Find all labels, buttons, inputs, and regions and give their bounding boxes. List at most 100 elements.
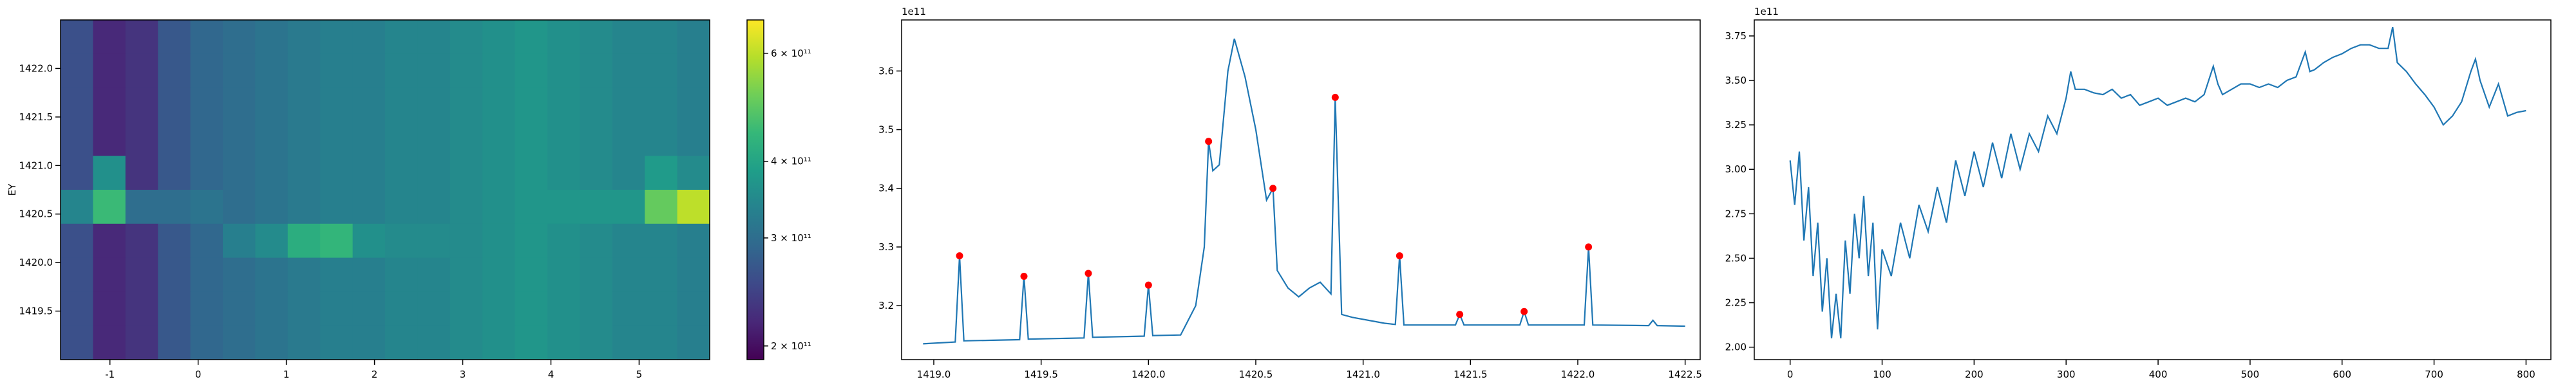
heatmap-cell [645,53,678,89]
heatmap-cell [515,156,548,190]
x-tick-label: 1420.5 [1239,369,1273,380]
colorbar-tick-label: 2 × 10¹¹ [771,340,811,352]
heatmap-cell [190,156,223,190]
heatmap-cell [255,257,289,292]
y-tick-label: 3.5 [878,124,894,136]
heatmap-cell [385,20,418,55]
heatmap-cell [287,326,321,360]
heatmap-cell [482,122,516,156]
heatmap-cell [417,87,451,122]
x-tick-label: 4 [548,369,554,380]
peak-marker [1269,185,1277,192]
heatmap-cell [482,223,516,259]
heatmap-cell [612,156,645,190]
heatmap-cell [320,291,354,326]
heatmap-cell [190,326,223,360]
y-tick-label: 2.00 [1725,342,1747,353]
heatmap-cell [223,190,256,225]
heatmap-cell [645,156,678,190]
heatmap-cell [677,257,710,292]
x-tick-label: 400 [2149,369,2168,380]
heatmap-cell [417,326,451,360]
heatmap-cell [482,156,516,190]
heatmap-cell [352,87,386,122]
heatmap-cell [385,122,418,156]
y-tick-label: 3.4 [878,183,894,194]
heatmap-cell [482,87,516,122]
colorbar-tick-label: 3 × 10¹¹ [771,232,811,244]
heatmap-cell [482,190,516,225]
heatmap-cell [287,122,321,156]
heatmap-cell [612,223,645,259]
heatmap-cell [645,223,678,259]
offset-label: 1e11 [902,6,926,17]
heatmap-cell [287,223,321,259]
heatmap-cell [125,257,158,292]
heatmap-cell [190,223,223,259]
heatmap-cell [515,326,548,360]
heatmap-cell [158,87,191,122]
heatmap-cell [93,122,126,156]
heatmap-cell [125,122,158,156]
heatmap-cell [677,87,710,122]
heatmap-cell [255,291,289,326]
x-tick-label: 1421.5 [1454,369,1488,380]
heatmap-cell [190,291,223,326]
heatmap-cell [547,20,580,55]
peak-marker [1396,252,1403,260]
heatmap-cell [677,223,710,259]
heatmap-cell [417,122,451,156]
heatmap-cell [93,156,126,190]
heatmap-cell [645,122,678,156]
heatmap-cell [547,87,580,122]
heatmap-cell [515,53,548,89]
heatmap-cell [61,156,93,190]
heatmap-cell [515,257,548,292]
heatmap-cell [190,257,223,292]
line [1789,26,2526,338]
heatmap-cell [612,53,645,89]
heatmap-cell [190,122,223,156]
x-tick-label: 5 [636,369,643,380]
y-tick-label: 1420.0 [19,257,53,268]
heatmap-cell [61,20,93,55]
heatmap-cell [223,291,256,326]
heatmap-cell [287,190,321,225]
heatmap-cell [190,53,223,89]
heatmap-cell [580,53,613,89]
x-tick-label: 1421.0 [1346,369,1380,380]
heatmap-cell [580,156,613,190]
heatmap-cell [645,257,678,292]
peak-marker [1084,270,1092,277]
heatmap-cell [417,53,451,89]
heatmap-cell [320,223,354,259]
axes-frame [1754,19,2552,360]
heatmap-cell [482,291,516,326]
x-tick-label: 1420.0 [1132,369,1166,380]
heatmap-cell [677,156,710,190]
heatmap-cell [255,156,289,190]
heatmap-cell [93,291,126,326]
heatmap-cell [580,20,613,55]
heatmap-cell [515,223,548,259]
x-tick-label: 1419.5 [1024,369,1058,380]
heatmap-cell [677,20,710,55]
y-tick-label: 1419.5 [19,306,53,317]
heatmap-cell [385,223,418,259]
heatmap-cell [677,326,710,360]
heatmap-cell [287,53,321,89]
heatmap-cell [93,326,126,360]
heatmap-cell [190,190,223,225]
heatmap-cell [385,190,418,225]
heatmap-cell [417,190,451,225]
heatmap-cell [612,291,645,326]
heatmap-cell [158,122,191,156]
colorbar-tick-label: 4 × 10¹¹ [771,156,811,167]
x-tick-label: 300 [2057,369,2076,380]
heatmap-cell [61,53,93,89]
peak-marker [1331,93,1339,101]
heatmap-cell [61,190,93,225]
heatmap-cell [547,257,580,292]
y-tick-label: 2.50 [1725,252,1747,264]
heatmap-cell [417,257,451,292]
